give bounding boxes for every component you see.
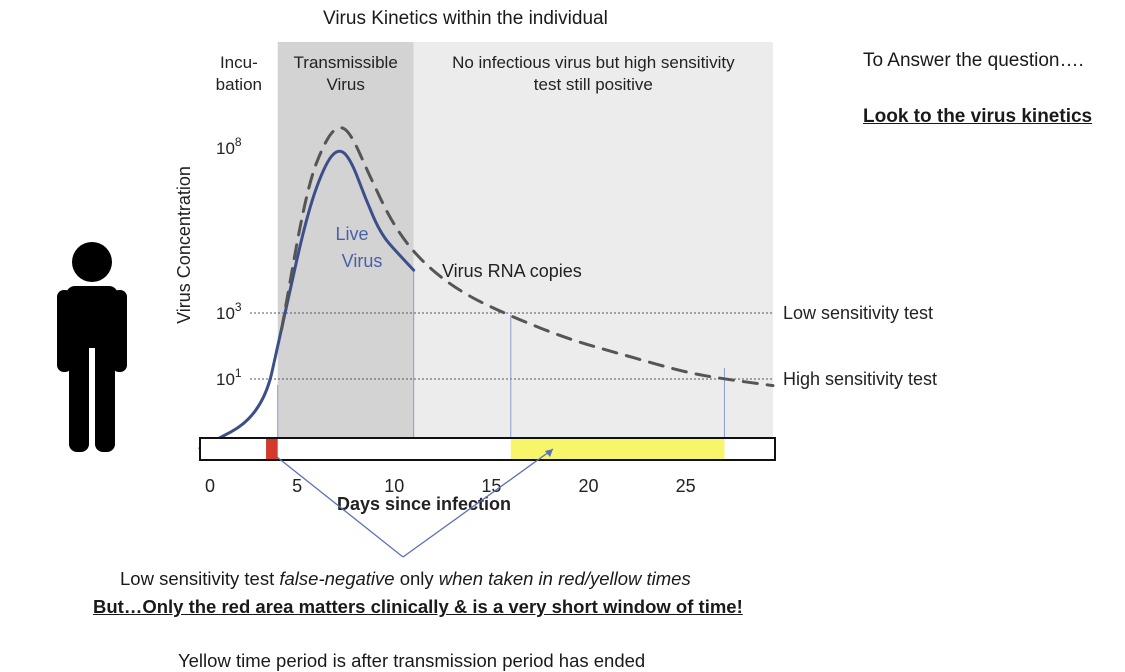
x-axis-label: Days since infection	[337, 494, 511, 514]
region-label-1-1: Virus	[326, 75, 364, 94]
chart-title: Virus Kinetics within the individual	[323, 8, 608, 29]
threshold-label-1: High sensitivity test	[783, 369, 937, 389]
side-link: Look to the virus kinetics	[863, 106, 1093, 127]
timeline-yellow	[510, 439, 725, 459]
arrow-to-red	[276, 456, 404, 558]
region-label-1-0: Transmissible	[294, 53, 398, 72]
x-tick-1: 5	[292, 476, 302, 496]
side-note: To Answer the question….	[863, 50, 1084, 71]
x-tick-4: 20	[578, 476, 598, 496]
region-label-2-1: test still positive	[534, 75, 653, 94]
series-label-live-2: Virus	[342, 251, 383, 271]
person-icon	[57, 242, 127, 452]
x-tick-3: 15	[481, 476, 501, 496]
y-tick-1: 103	[216, 300, 242, 323]
region-0	[200, 42, 278, 437]
region-label-0-0: Incu-	[220, 53, 258, 72]
series-line-1	[280, 126, 775, 388]
y-tick-0: 108	[216, 135, 242, 158]
x-tick-2: 10	[384, 476, 404, 496]
threshold-label-0: Low sensitivity test	[783, 303, 933, 323]
region-label-2-0: No infectious virus but high sensitivity	[452, 53, 735, 72]
y-tick-2: 101	[216, 366, 242, 389]
bottom-note-3: Yellow time period is after transmission…	[178, 650, 646, 671]
region-label-0-1: bation	[216, 75, 262, 94]
arrowhead-yellow	[545, 449, 553, 457]
series-label-live-1: Live	[335, 224, 368, 244]
bottom-note-1b: false-negative	[279, 568, 395, 589]
bottom-note-2: But…Only the red area matters clinically…	[93, 596, 743, 617]
bottom-note-1: Low sensitivity test false-negative only…	[120, 568, 691, 590]
region-2	[413, 42, 773, 437]
y-axis-label: Virus Concentration	[174, 166, 194, 324]
timeline-red	[266, 439, 278, 459]
series-label-rna: Virus RNA copies	[442, 261, 582, 281]
x-tick-5: 25	[676, 476, 696, 496]
bottom-note-1c: only	[394, 568, 439, 589]
series-line-0	[198, 149, 416, 450]
x-tick-0: 0	[205, 476, 215, 496]
bottom-note-1d: when taken in red/yellow times	[438, 568, 691, 589]
bottom-note-1a: Low sensitivity test	[120, 568, 280, 589]
arrow-to-yellow	[402, 448, 554, 558]
